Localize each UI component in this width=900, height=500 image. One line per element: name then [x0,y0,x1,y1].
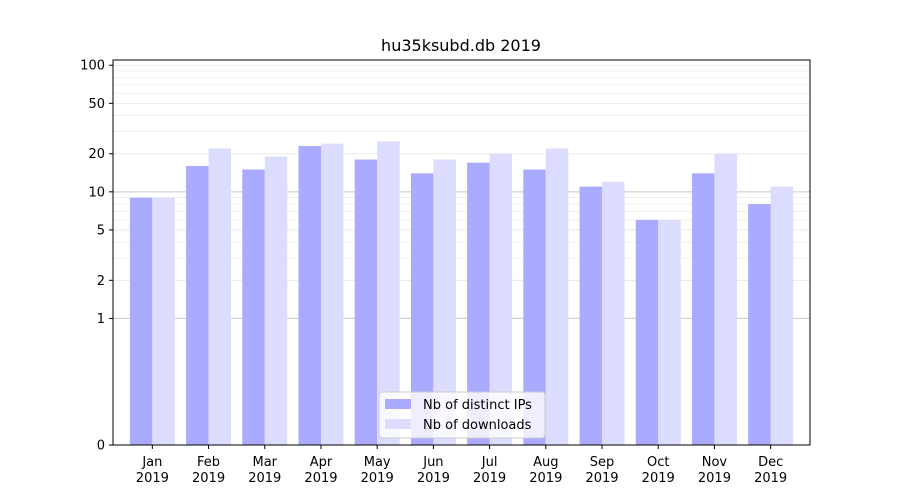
bar [129,197,153,445]
legend-swatch [385,399,411,409]
x-tick-label-month: Mar [253,455,278,470]
x-tick-label-month: Feb [197,455,220,470]
x-tick-label-year: 2019 [585,471,618,486]
x-tick-label: Aug 2019 [529,455,562,486]
y-tick-label: 0 [97,439,105,454]
legend-label: Nb of downloads [423,418,532,433]
bar [545,148,569,445]
legend-label: Nb of distinct IPs [423,398,532,413]
bar [208,148,232,445]
bar [410,173,434,445]
x-tick-label: May 2019 [361,455,394,486]
x-tick-label: Sep 2019 [585,455,618,486]
x-tick-label-year: 2019 [473,471,506,486]
x-tick-label-month: Oct [647,455,669,470]
bar [523,169,546,445]
bar [714,153,737,446]
bars [129,141,794,446]
y-tick-label: 2 [97,274,105,289]
x-tick-label-year: 2019 [304,471,337,486]
x-tick-label-year: 2019 [642,471,675,486]
x-tick-label-month: Sep [590,455,615,470]
bar [579,186,603,446]
bar [635,219,659,445]
legend-swatch [385,419,411,429]
x-tick-label: Apr 2019 [304,455,337,486]
bar [770,186,794,446]
bar [433,159,456,445]
x-tick-label-year: 2019 [529,471,562,486]
y-tick-label: 5 [97,223,105,238]
bar [748,204,771,445]
x-tick-label-year: 2019 [136,471,169,486]
x-tick-label-month: Aug [533,455,558,470]
x-tick-label-month: Jun [422,455,443,470]
y-tick-label: 100 [80,59,105,74]
x-tick-label-year: 2019 [248,471,281,486]
x-tick-label-month: May [364,455,391,470]
x-tick-label-month: Jul [481,455,498,470]
bar [691,173,715,445]
legend-box [378,391,546,439]
x-tick-label: Feb 2019 [192,455,225,486]
bar [377,141,400,445]
x-tick-label: Dec 2019 [754,455,787,486]
x-tick-label-month: Dec [758,455,783,470]
y-tick-label: 1 [97,312,105,327]
x-tick-label-year: 2019 [361,471,394,486]
bar [242,169,265,445]
bar [602,181,625,445]
bar [186,165,209,446]
x-tick-label: Nov 2019 [698,455,731,486]
y-tick-label: 20 [88,147,105,162]
bar [489,153,513,446]
y-tick-label: 50 [88,97,105,112]
legend: Nb of distinct IPs Nb of downloads [378,391,546,439]
x-tick-label-month: Apr [310,455,333,470]
x-tick-label: Jun 2019 [417,455,450,486]
plot-frame [112,59,811,446]
bar [354,159,378,445]
x-tick-label-year: 2019 [417,471,450,486]
y-tick-label: 10 [88,185,105,200]
x-tick-label-year: 2019 [754,471,787,486]
chart-title: hu35ksubd.db 2019 [381,36,541,55]
x-tick-label: Jul 2019 [473,455,506,486]
x-tick-label-year: 2019 [698,471,731,486]
bar [298,146,321,445]
bar [658,219,681,445]
x-tick-label: Jan 2019 [136,455,169,486]
x-tick-label: Oct 2019 [642,455,675,486]
x-tick-label-month: Nov [702,455,728,470]
x-tick-label: Mar 2019 [248,455,281,486]
bar [467,162,490,445]
bar [320,143,344,445]
x-tick-label-month: Jan [141,455,162,470]
bar [264,156,288,446]
x-tick-label-year: 2019 [192,471,225,486]
bar [152,197,175,445]
